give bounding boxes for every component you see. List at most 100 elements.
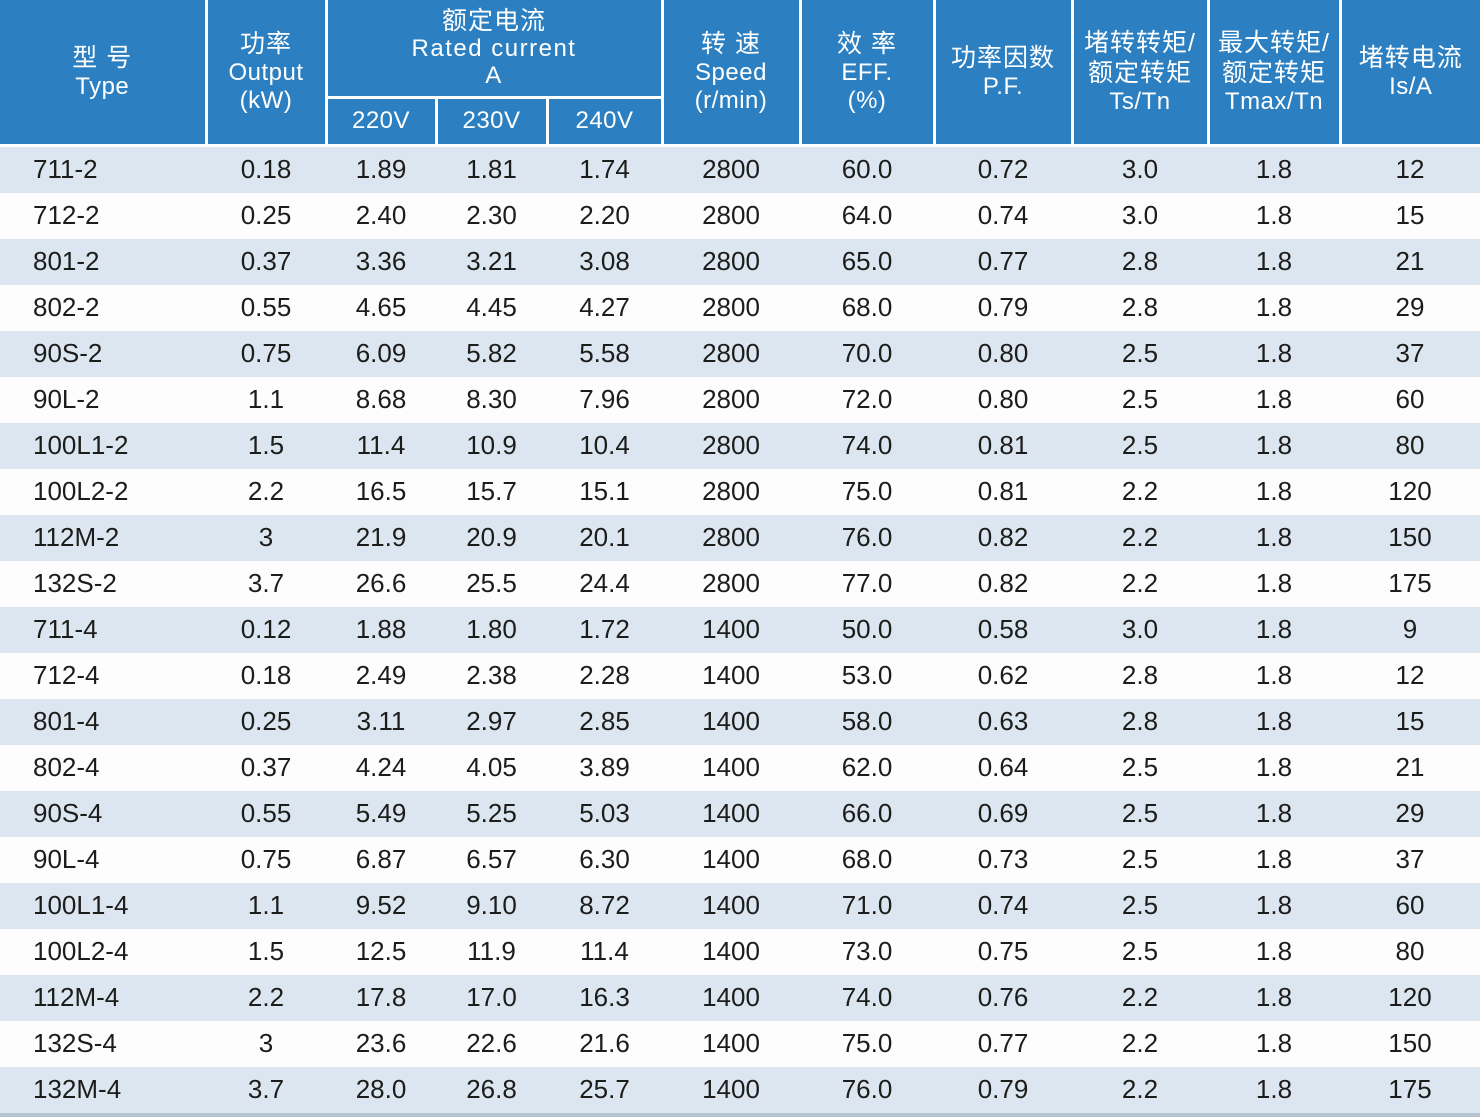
- cell-tmax-tn: 1.8: [1208, 515, 1340, 561]
- col-header-type: 型 号 Type: [0, 0, 206, 145]
- cell-ts-tn: 2.5: [1072, 331, 1208, 377]
- cell-pf: 0.74: [934, 883, 1072, 929]
- cell-current-220v: 21.9: [326, 515, 436, 561]
- col-header-rated-current-unit: A: [328, 62, 661, 89]
- cell-ts-tn: 2.2: [1072, 469, 1208, 515]
- cell-speed-rpm: 2800: [662, 469, 800, 515]
- cell-current-230v: 4.45: [436, 285, 547, 331]
- cell-current-220v: 5.49: [326, 791, 436, 837]
- cell-current-240v: 10.4: [547, 423, 662, 469]
- col-header-output-unit: (kW): [208, 87, 325, 115]
- cell-current-220v: 11.4: [326, 423, 436, 469]
- cell-output-kw: 2.2: [206, 975, 326, 1021]
- cell-pf: 0.77: [934, 239, 1072, 285]
- col-header-rated-current-en: Rated current: [328, 35, 661, 62]
- cell-is-a: 120: [1340, 975, 1480, 1021]
- cell-is-a: 15: [1340, 699, 1480, 745]
- col-header-speed: 转 速 Speed (r/min): [662, 0, 800, 145]
- cell-pf: 0.76: [934, 975, 1072, 1021]
- cell-pf: 0.82: [934, 515, 1072, 561]
- cell-output-kw: 0.18: [206, 653, 326, 699]
- col-header-eff-unit: (%): [802, 87, 933, 115]
- cell-tmax-tn: 1.8: [1208, 377, 1340, 423]
- cell-current-230v: 11.9: [436, 929, 547, 975]
- cell-output-kw: 0.55: [206, 791, 326, 837]
- cell-current-230v: 4.05: [436, 745, 547, 791]
- cell-current-230v: 5.82: [436, 331, 547, 377]
- cell-current-220v: 3.11: [326, 699, 436, 745]
- cell-output-kw: 0.18: [206, 145, 326, 193]
- cell-current-240v: 1.74: [547, 145, 662, 193]
- cell-tmax-tn: 1.8: [1208, 653, 1340, 699]
- cell-eff-pct: 72.0: [800, 377, 934, 423]
- cell-is-a: 37: [1340, 331, 1480, 377]
- table-header: 型 号 Type 功率 Output (kW) 额定电流 Rated curre…: [0, 0, 1480, 145]
- cell-tmax-tn: 1.8: [1208, 239, 1340, 285]
- cell-current-240v: 2.28: [547, 653, 662, 699]
- cell-ts-tn: 2.2: [1072, 1021, 1208, 1067]
- cell-output-kw: 0.37: [206, 745, 326, 791]
- cell-tmax-tn: 1.8: [1208, 791, 1340, 837]
- cell-speed-rpm: 1400: [662, 837, 800, 883]
- cell-pf: 0.81: [934, 469, 1072, 515]
- cell-output-kw: 1.1: [206, 883, 326, 929]
- cell-speed-rpm: 1400: [662, 791, 800, 837]
- cell-current-220v: 12.5: [326, 929, 436, 975]
- cell-current-220v: 1.89: [326, 145, 436, 193]
- col-header-output-en: Output: [208, 59, 325, 87]
- cell-current-240v: 16.3: [547, 975, 662, 1021]
- cell-ts-tn: 3.0: [1072, 607, 1208, 653]
- col-header-220v: 220V: [326, 97, 436, 145]
- cell-current-220v: 23.6: [326, 1021, 436, 1067]
- cell-type: 802-4: [0, 745, 206, 791]
- cell-current-220v: 1.88: [326, 607, 436, 653]
- cell-tmax-tn: 1.8: [1208, 423, 1340, 469]
- cell-eff-pct: 71.0: [800, 883, 934, 929]
- col-header-is-a-en: Is/A: [1342, 73, 1480, 101]
- cell-pf: 0.81: [934, 423, 1072, 469]
- cell-ts-tn: 2.8: [1072, 653, 1208, 699]
- cell-speed-rpm: 2800: [662, 193, 800, 239]
- cell-speed-rpm: 2800: [662, 145, 800, 193]
- cell-eff-pct: 75.0: [800, 1021, 934, 1067]
- cell-pf: 0.79: [934, 285, 1072, 331]
- cell-current-230v: 6.57: [436, 837, 547, 883]
- cell-speed-rpm: 1400: [662, 883, 800, 929]
- cell-eff-pct: 65.0: [800, 239, 934, 285]
- cell-ts-tn: 2.8: [1072, 699, 1208, 745]
- cell-ts-tn: 2.2: [1072, 515, 1208, 561]
- cell-ts-tn: 2.5: [1072, 929, 1208, 975]
- cell-current-240v: 25.7: [547, 1067, 662, 1115]
- cell-speed-rpm: 1400: [662, 929, 800, 975]
- cell-type: 112M-4: [0, 975, 206, 1021]
- cell-current-240v: 24.4: [547, 561, 662, 607]
- cell-speed-rpm: 1400: [662, 745, 800, 791]
- cell-tmax-tn: 1.8: [1208, 1067, 1340, 1115]
- cell-current-230v: 2.38: [436, 653, 547, 699]
- cell-current-220v: 17.8: [326, 975, 436, 1021]
- cell-is-a: 21: [1340, 239, 1480, 285]
- cell-speed-rpm: 1400: [662, 975, 800, 1021]
- cell-current-240v: 8.72: [547, 883, 662, 929]
- cell-type: 132M-4: [0, 1067, 206, 1115]
- cell-type: 801-2: [0, 239, 206, 285]
- cell-type: 801-4: [0, 699, 206, 745]
- cell-is-a: 9: [1340, 607, 1480, 653]
- cell-current-230v: 20.9: [436, 515, 547, 561]
- cell-pf: 0.63: [934, 699, 1072, 745]
- cell-output-kw: 0.37: [206, 239, 326, 285]
- col-header-tmax-tn-zh1: 最大转矩/: [1210, 28, 1339, 58]
- cell-pf: 0.69: [934, 791, 1072, 837]
- cell-is-a: 21: [1340, 745, 1480, 791]
- cell-speed-rpm: 1400: [662, 653, 800, 699]
- cell-is-a: 29: [1340, 285, 1480, 331]
- cell-current-230v: 2.30: [436, 193, 547, 239]
